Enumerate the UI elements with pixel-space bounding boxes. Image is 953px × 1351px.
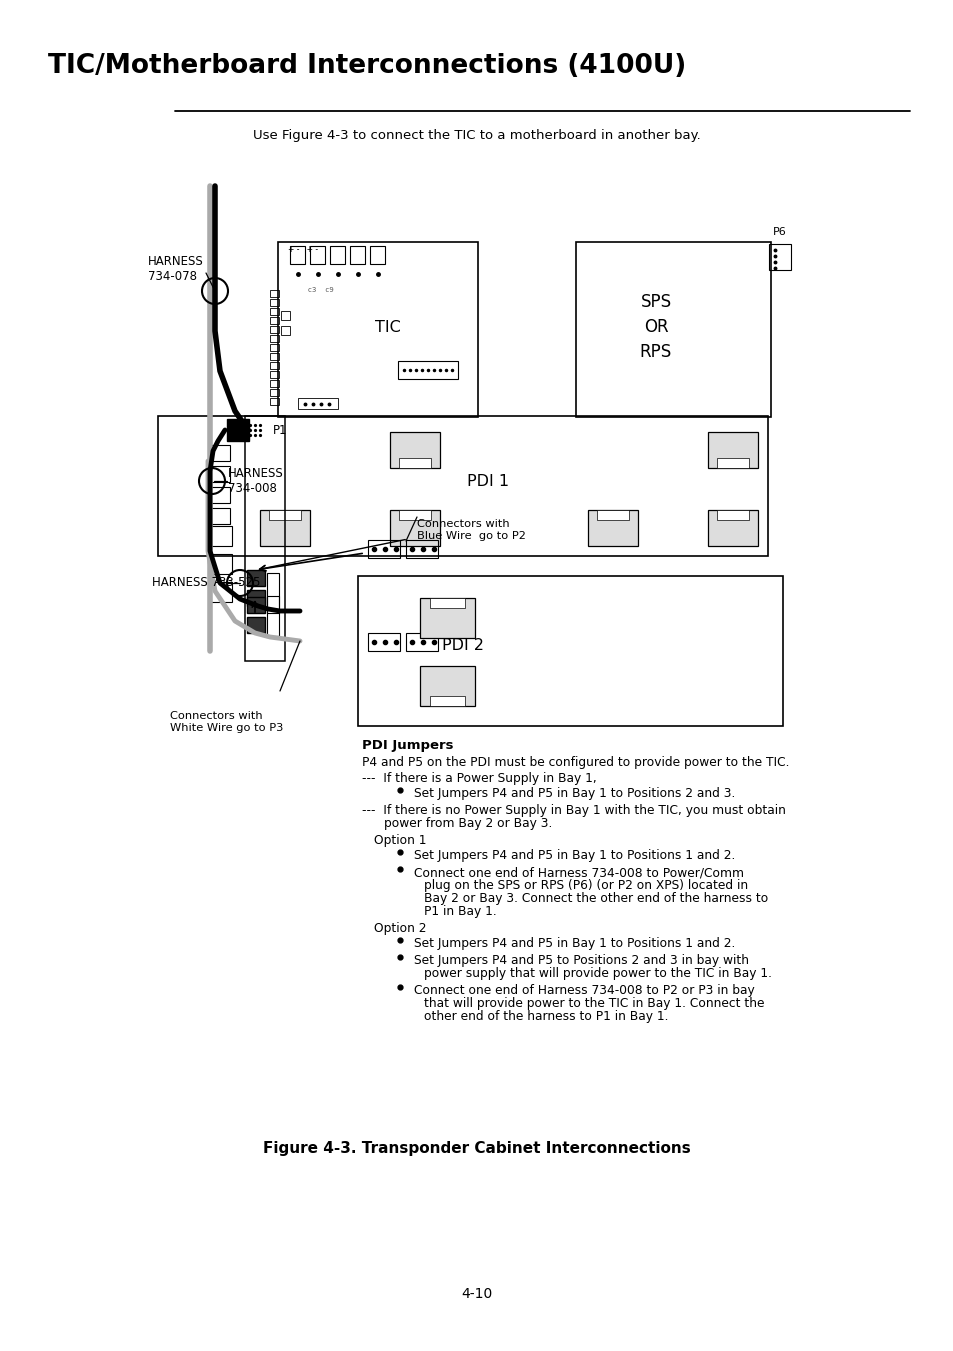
Bar	[267, 573, 278, 613]
Bar	[350, 246, 365, 263]
Bar	[368, 540, 399, 558]
Bar	[227, 419, 249, 440]
Bar	[281, 326, 290, 335]
Text: TIC: TIC	[375, 319, 400, 335]
Bar	[768, 245, 790, 270]
Text: Bay 2 or Bay 3. Connect the other end of the harness to: Bay 2 or Bay 3. Connect the other end of…	[423, 892, 767, 905]
Bar	[210, 444, 230, 461]
Bar	[270, 335, 278, 342]
Text: Option 2: Option 2	[374, 921, 426, 935]
Bar	[368, 634, 399, 651]
Text: Connectors with
White Wire go to P3: Connectors with White Wire go to P3	[170, 711, 283, 732]
Bar	[269, 509, 301, 520]
Bar	[430, 696, 464, 707]
Bar	[270, 308, 278, 315]
Text: plug on the SPS or RPS (P6) (or P2 on XPS) located in: plug on the SPS or RPS (P6) (or P2 on XP…	[423, 880, 747, 892]
Bar	[270, 389, 278, 396]
Bar	[297, 399, 337, 409]
Bar	[247, 590, 265, 607]
Bar	[717, 509, 748, 520]
Bar	[357, 576, 782, 725]
Text: P1 in Bay 1.: P1 in Bay 1.	[423, 905, 497, 917]
Bar	[210, 486, 230, 503]
Bar	[245, 416, 285, 661]
Text: Connectors with
Blue Wire  go to P2: Connectors with Blue Wire go to P2	[416, 519, 525, 540]
Text: power from Bay 2 or Bay 3.: power from Bay 2 or Bay 3.	[384, 817, 552, 830]
Text: Set Jumpers P4 and P5 in Bay 1 to Positions 2 and 3.: Set Jumpers P4 and P5 in Bay 1 to Positi…	[414, 788, 735, 800]
Bar	[270, 290, 278, 297]
Bar	[247, 617, 265, 634]
Text: P1: P1	[273, 423, 287, 436]
Text: ---  If there is a Power Supply in Bay 1,: --- If there is a Power Supply in Bay 1,	[361, 771, 597, 785]
Text: Connect one end of Harness 734-008 to P2 or P3 in bay: Connect one end of Harness 734-008 to P2…	[414, 984, 754, 997]
Bar	[270, 299, 278, 305]
Bar	[310, 246, 325, 263]
Bar	[270, 345, 278, 351]
Bar	[330, 246, 345, 263]
Bar	[158, 416, 767, 557]
Bar	[270, 353, 278, 359]
Bar	[419, 666, 475, 707]
Bar	[587, 509, 638, 546]
Bar	[390, 432, 439, 467]
Text: Set Jumpers P4 and P5 to Positions 2 and 3 in bay with: Set Jumpers P4 and P5 to Positions 2 and…	[414, 954, 748, 967]
Bar	[270, 326, 278, 332]
Text: HARNESS
734-008: HARNESS 734-008	[228, 467, 283, 494]
Bar	[210, 526, 232, 546]
Bar	[419, 598, 475, 638]
Bar	[270, 362, 278, 369]
Bar	[398, 458, 431, 467]
Text: + -   + -: + - + -	[288, 245, 317, 254]
Bar	[281, 311, 290, 320]
Bar	[406, 540, 437, 558]
Text: Set Jumpers P4 and P5 in Bay 1 to Positions 1 and 2.: Set Jumpers P4 and P5 in Bay 1 to Positi…	[414, 938, 735, 950]
Text: Set Jumpers P4 and P5 in Bay 1 to Positions 1 and 2.: Set Jumpers P4 and P5 in Bay 1 to Positi…	[414, 848, 735, 862]
Text: c3    c9: c3 c9	[308, 286, 334, 293]
Bar	[707, 509, 758, 546]
Bar	[270, 317, 278, 324]
Bar	[406, 634, 437, 651]
Text: Option 1: Option 1	[374, 834, 426, 847]
Text: PDI 1: PDI 1	[466, 473, 509, 489]
Bar	[247, 597, 265, 613]
Text: Figure 4-3. Transponder Cabinet Interconnections: Figure 4-3. Transponder Cabinet Intercon…	[263, 1142, 690, 1156]
Text: HARNESS
734-078: HARNESS 734-078	[148, 255, 204, 282]
Bar	[267, 596, 278, 636]
Bar	[707, 432, 758, 467]
Bar	[210, 508, 230, 524]
Text: Use Figure 4-3 to connect the TIC to a motherboard in another bay.: Use Figure 4-3 to connect the TIC to a m…	[253, 128, 700, 142]
Bar	[270, 399, 278, 405]
Bar	[210, 582, 232, 603]
Bar	[430, 598, 464, 608]
Text: PDI Jumpers: PDI Jumpers	[361, 739, 453, 753]
Bar	[397, 361, 457, 380]
Text: other end of the harness to P1 in Bay 1.: other end of the harness to P1 in Bay 1.	[423, 1011, 668, 1023]
Bar	[247, 570, 265, 586]
Text: 4-10: 4-10	[461, 1288, 492, 1301]
Bar	[717, 458, 748, 467]
Text: ---  If there is no Power Supply in Bay 1 with the TIC, you must obtain: --- If there is no Power Supply in Bay 1…	[361, 804, 785, 817]
Bar	[290, 246, 305, 263]
Text: PDI 2: PDI 2	[441, 639, 483, 654]
Bar	[210, 466, 230, 482]
Bar	[210, 554, 232, 574]
Bar	[370, 246, 385, 263]
Bar	[270, 372, 278, 378]
Bar	[390, 509, 439, 546]
Text: Connect one end of Harness 734-008 to Power/Comm: Connect one end of Harness 734-008 to Po…	[414, 866, 743, 880]
Bar	[270, 380, 278, 386]
Text: TIC/Motherboard Interconnections (4100U): TIC/Motherboard Interconnections (4100U)	[48, 53, 685, 78]
Bar	[597, 509, 628, 520]
Bar	[260, 509, 310, 546]
Bar	[576, 242, 770, 417]
Text: P6: P6	[772, 227, 786, 236]
Text: that will provide power to the TIC in Bay 1. Connect the: that will provide power to the TIC in Ba…	[423, 997, 763, 1011]
Bar	[277, 242, 477, 417]
Text: P4 and P5 on the PDI must be configured to provide power to the TIC.: P4 and P5 on the PDI must be configured …	[361, 757, 789, 769]
Text: HARNESS 733-525: HARNESS 733-525	[152, 577, 260, 589]
Bar	[398, 509, 431, 520]
Text: SPS
OR
RPS: SPS OR RPS	[639, 293, 672, 361]
Text: power supply that will provide power to the TIC in Bay 1.: power supply that will provide power to …	[423, 967, 771, 979]
